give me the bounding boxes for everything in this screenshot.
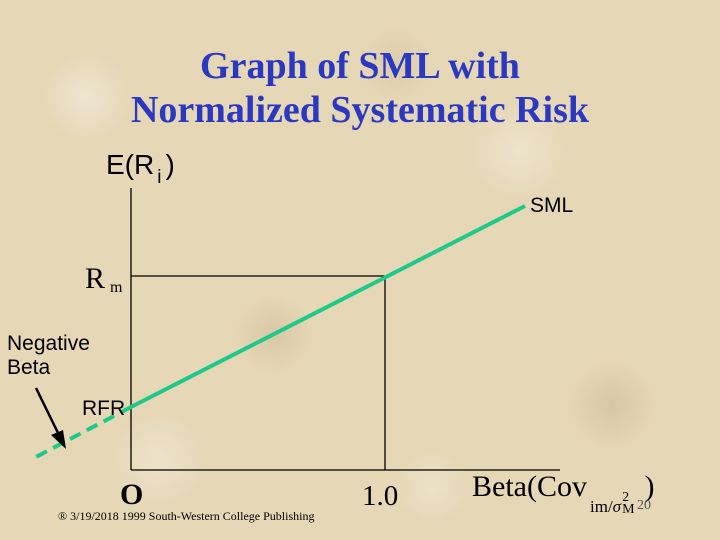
x-axis-label-subscript: im/σ 2 M	[589, 491, 635, 517]
negative-beta-label: Negative Beta	[7, 332, 90, 380]
x-axis-label-sub-im: im	[589, 497, 608, 516]
negative-beta-arrow-head	[51, 430, 66, 449]
y-axis-label-subscript: i	[157, 167, 162, 188]
x-axis-label-close: )	[644, 470, 655, 503]
origin-label: O	[120, 478, 144, 511]
sml-line	[130, 204, 526, 409]
y-axis-label-main: E(R	[106, 149, 155, 180]
x-axis-label-sigma-subscript: M	[622, 502, 635, 518]
x-tick-label: 1.0	[362, 480, 399, 512]
x-axis-label-sigma: σ	[612, 497, 622, 516]
x-axis-label-slash: /	[607, 497, 613, 516]
x-axis-label-superscript: 2	[622, 490, 630, 506]
slide-title: Graph of SML with Normalized Systematic …	[0, 44, 720, 132]
rm-label-subscript: m	[110, 279, 123, 296]
title-line-1: Graph of SML with	[200, 45, 520, 87]
x-axis-label-main: Beta(Cov	[472, 470, 587, 503]
negative-beta-arrow-shaft	[34, 387, 62, 438]
x-axis-label: Beta(Covim/σ 2 M)	[472, 470, 655, 517]
rfr-label: RFR	[82, 397, 126, 420]
title-line-2: Normalized Systematic Risk	[130, 89, 590, 131]
y-axis-label: E(R i)	[106, 149, 175, 188]
slide-number: 20	[637, 498, 651, 513]
negative-beta-label-line-1: Negative	[7, 332, 90, 355]
y-axis-label-close: )	[165, 149, 175, 180]
negative-beta-label-line-2: Beta	[7, 356, 51, 379]
footer-copyright: ® 3/19/2018 1999 South-Western College P…	[58, 509, 315, 523]
sml-label: SML	[530, 194, 574, 217]
rm-label-main: R	[85, 262, 106, 295]
